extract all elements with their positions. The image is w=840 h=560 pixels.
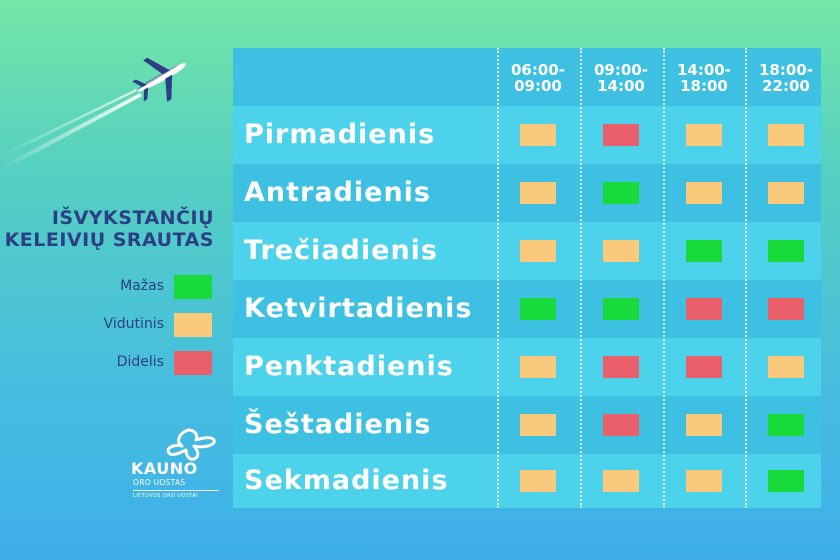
flow-cell <box>686 240 722 262</box>
column-header-2-end: 14:00 <box>597 77 645 95</box>
flow-cell <box>520 298 556 320</box>
column-header-1: 06:00- 09:00 <box>497 62 579 94</box>
column-header-1-end: 09:00 <box>514 77 562 95</box>
flow-cell <box>768 356 804 378</box>
table-header: 06:00- 09:00 09:00- 14:00 14:00- 18:00 1… <box>233 48 821 106</box>
flow-cell <box>686 470 722 492</box>
table-row: Antradienis <box>233 164 821 222</box>
column-header-4-start: 18:00- <box>759 61 813 79</box>
logo-divider <box>133 490 219 491</box>
table-row: Ketvirtadienis <box>233 280 821 338</box>
flow-cell <box>768 124 804 146</box>
flow-cell <box>768 298 804 320</box>
flow-cell <box>520 470 556 492</box>
column-header-2-start: 09:00- <box>594 61 648 79</box>
column-header-2: 09:00- 14:00 <box>580 62 662 94</box>
legend-item-low: Mažas <box>0 275 212 299</box>
flow-cell <box>603 182 639 204</box>
legend-item-high: Didelis <box>0 351 212 375</box>
legend-label-medium: Vidutinis <box>103 316 164 332</box>
day-label: Pirmadienis <box>244 119 436 150</box>
flow-cell <box>768 470 804 492</box>
flow-cell <box>520 124 556 146</box>
column-header-4: 18:00- 22:00 <box>745 62 827 94</box>
flow-cell <box>603 356 639 378</box>
flow-cell <box>686 414 722 436</box>
day-label: Penktadienis <box>244 351 454 382</box>
day-label: Sekmadienis <box>244 465 449 496</box>
flow-cell <box>686 182 722 204</box>
flow-cell <box>520 356 556 378</box>
flow-cell <box>686 356 722 378</box>
logo-kauno-text: KAUNO <box>131 459 198 478</box>
day-label: Ketvirtadienis <box>244 293 473 324</box>
flow-cell <box>603 414 639 436</box>
flow-cell <box>768 240 804 262</box>
flow-cell <box>603 240 639 262</box>
legend-title-line1: IŠVYKSTANČIŲ <box>51 207 214 229</box>
column-header-3-start: 14:00- <box>677 61 731 79</box>
kauno-airport-logo: KAUNO ORO UOSTAS LIETUVOS ORO UOSTAI <box>130 428 230 508</box>
flow-cell <box>520 240 556 262</box>
column-divider <box>745 48 747 508</box>
legend-item-medium: Vidutinis <box>0 313 212 337</box>
flow-cell <box>520 182 556 204</box>
legend-swatch-medium <box>174 313 212 337</box>
column-divider <box>663 48 665 508</box>
legend-title-line2: KELEIVIŲ SRAUTAS <box>4 229 214 251</box>
flow-cell <box>603 470 639 492</box>
table-row: Trečiadienis <box>233 222 821 280</box>
flow-cell <box>686 124 722 146</box>
day-label: Šeštadienis <box>244 409 432 440</box>
table-row: Penktadienis <box>233 338 821 396</box>
day-label: Trečiadienis <box>244 235 438 266</box>
star-logo-icon <box>166 428 216 461</box>
legend-swatch-low <box>174 275 212 299</box>
table-row: Sekmadienis <box>233 454 821 508</box>
legend-label-high: Didelis <box>116 354 164 370</box>
column-divider <box>580 48 582 508</box>
flow-cell <box>603 298 639 320</box>
table-row: Pirmadienis <box>233 106 821 164</box>
legend-title: IŠVYKSTANČIŲ KELEIVIŲ SRAUTAS <box>0 207 214 251</box>
day-label: Antradienis <box>244 177 432 208</box>
column-header-4-end: 22:00 <box>762 77 810 95</box>
logo-tagline: LIETUVOS ORO UOSTAI <box>133 493 199 499</box>
airplane-icon <box>0 57 186 171</box>
flow-cell <box>768 182 804 204</box>
legend-label-low: Mažas <box>120 278 164 294</box>
flow-cell <box>768 414 804 436</box>
column-header-1-start: 06:00- <box>511 61 565 79</box>
passenger-flow-table: 06:00- 09:00 09:00- 14:00 14:00- 18:00 1… <box>233 48 821 508</box>
flow-cell <box>603 124 639 146</box>
table-row: Šeštadienis <box>233 396 821 454</box>
column-header-3-end: 18:00 <box>680 77 728 95</box>
legend-swatch-high <box>174 351 212 375</box>
logo-oro-uostas-text: ORO UOSTAS <box>133 478 186 487</box>
flow-cell <box>686 298 722 320</box>
column-header-3: 14:00- 18:00 <box>663 62 745 94</box>
airplane-illustration <box>0 55 200 179</box>
flow-cell <box>520 414 556 436</box>
column-divider <box>497 48 499 508</box>
